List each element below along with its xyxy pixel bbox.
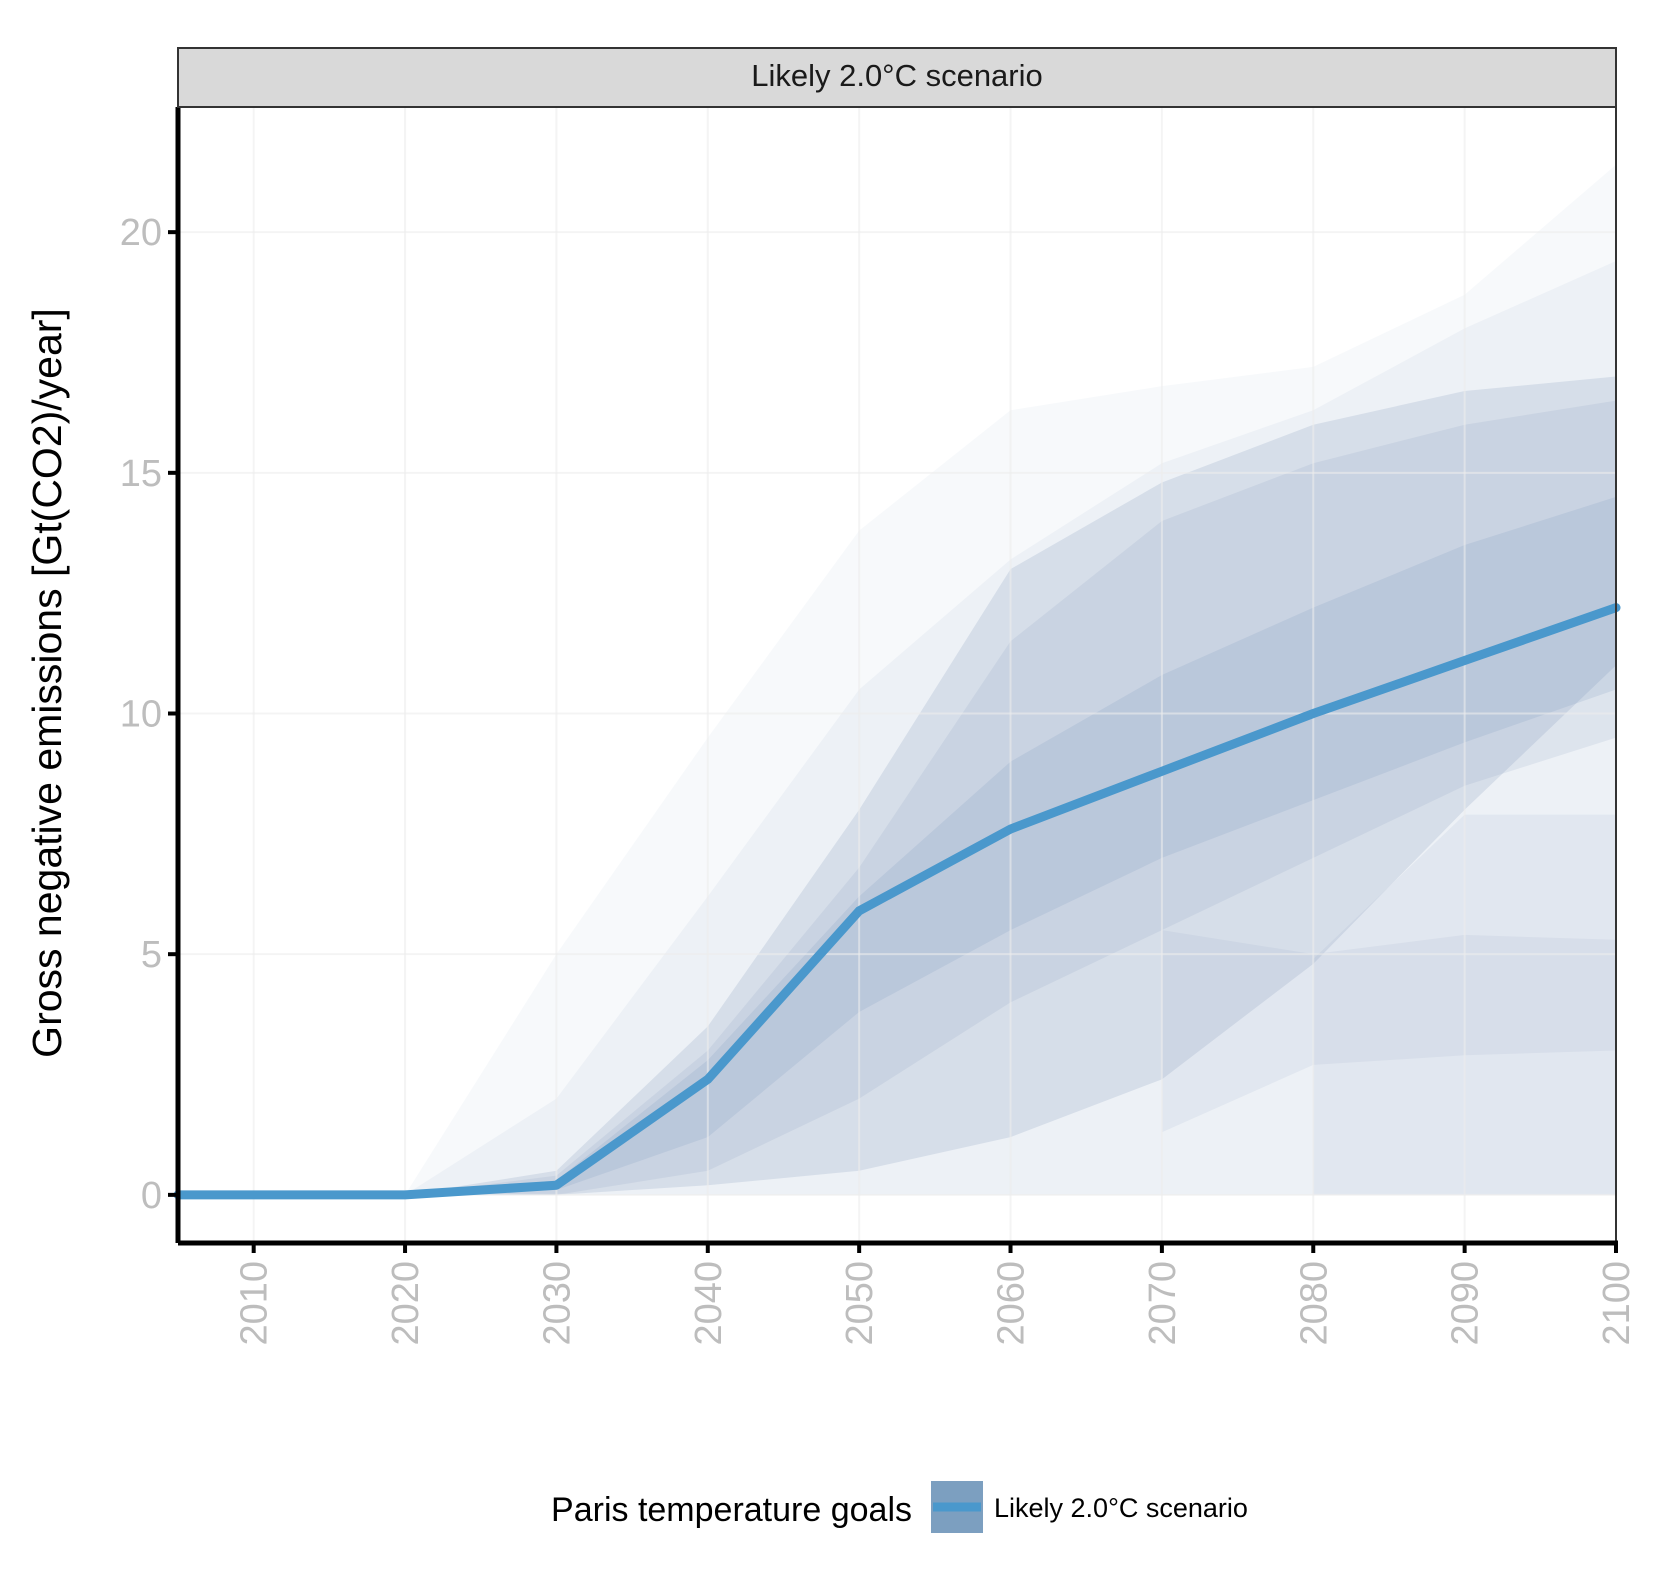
series-line-0 <box>173 603 1621 1200</box>
legend-title: Paris temperature goals <box>551 1491 912 1529</box>
x-tick-label-2100: 2100 <box>1596 1261 1638 1346</box>
series-lines <box>173 603 1621 1200</box>
y-tick-label-15: 15 <box>120 453 162 495</box>
x-tick-label-2090: 2090 <box>1445 1261 1487 1346</box>
x-tick-label-2040: 2040 <box>688 1261 730 1346</box>
y-tick-label-20: 20 <box>120 212 162 254</box>
x-tick-label-2010: 2010 <box>234 1261 276 1346</box>
legend: Paris temperature goals Likely 2.0°C scen… <box>551 1481 1248 1533</box>
x-tick-label-2020: 2020 <box>385 1261 427 1346</box>
facet-strip: Likely 2.0°C scenario <box>177 47 1617 108</box>
x-tick-label-2070: 2070 <box>1142 1261 1184 1346</box>
x-tick-label-2050: 2050 <box>839 1261 881 1346</box>
y-tick-label-10: 10 <box>120 694 162 736</box>
facet-strip-background <box>177 47 1617 108</box>
x-tick-label-2030: 2030 <box>536 1261 578 1346</box>
y-tick-label-5: 5 <box>141 934 162 976</box>
x-tick-label-2080: 2080 <box>1293 1261 1335 1346</box>
legend-entry-label: Likely 2.0°C scenario <box>994 1493 1248 1523</box>
y-tick-label-0: 0 <box>141 1175 162 1217</box>
y-axis-title: Gross negative emissions [Gt(CO2)/year] <box>24 308 70 1058</box>
range-band-5 <box>1161 930 1616 1133</box>
x-tick-label-2060: 2060 <box>991 1261 1033 1346</box>
facet-title: Likely 2.0°C scenario <box>751 58 1043 93</box>
